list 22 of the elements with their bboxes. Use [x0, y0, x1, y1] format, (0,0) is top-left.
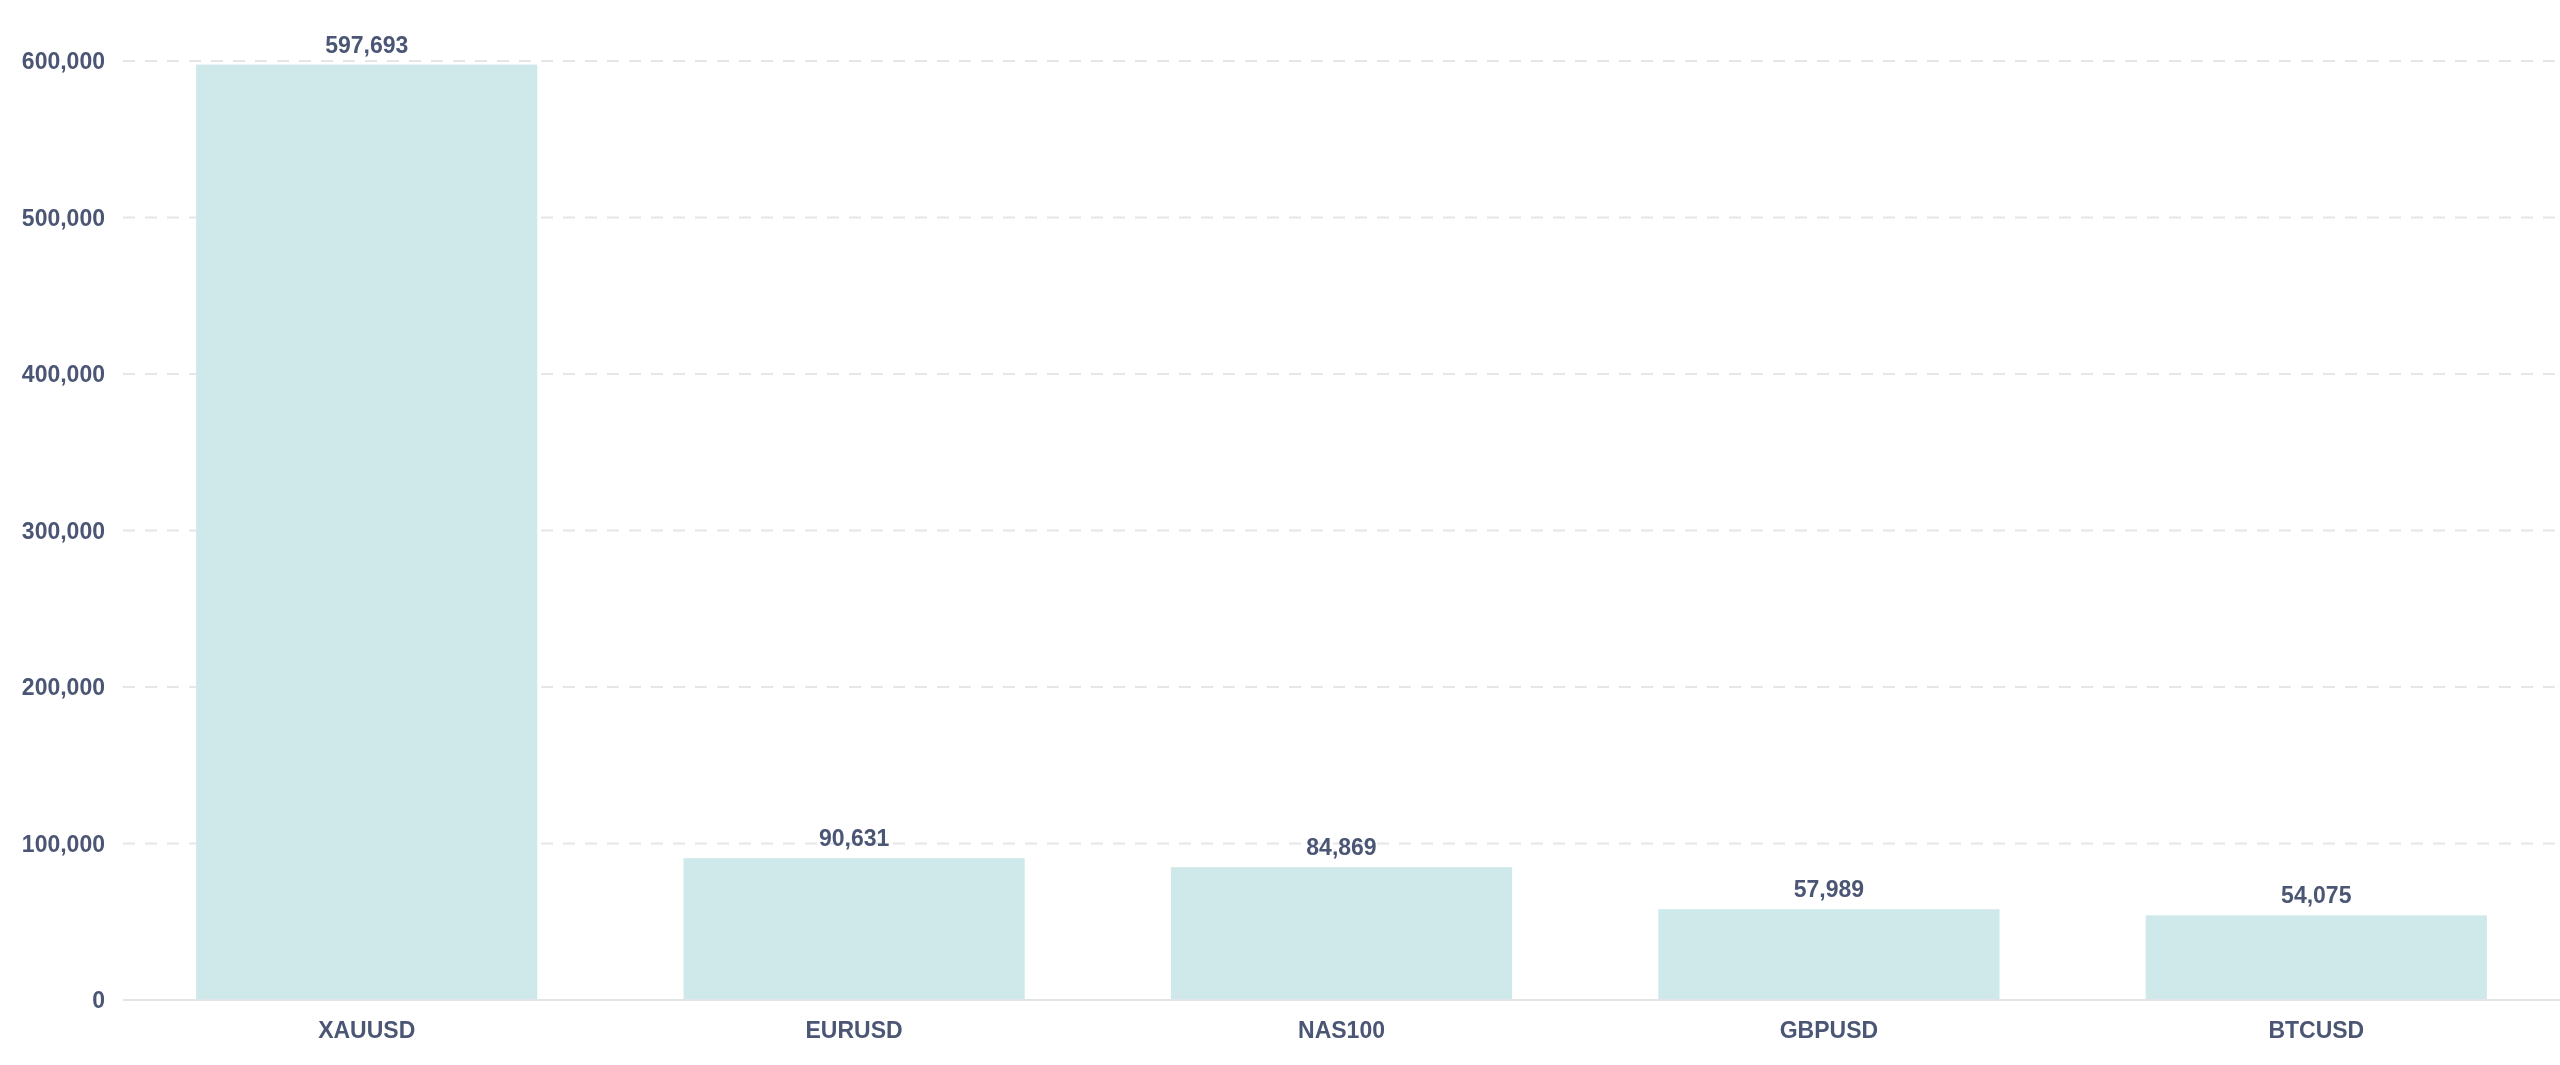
- y-tick-label: 200,000: [21, 674, 105, 701]
- bar: [196, 64, 538, 1000]
- y-tick-label: 600,000: [21, 48, 105, 75]
- x-tick-label: GBPUSD: [1779, 1017, 1879, 1044]
- bar: [2145, 915, 2487, 1000]
- data-label: 54,075: [2281, 882, 2352, 909]
- bar: [1170, 867, 1513, 1000]
- data-label: 57,989: [1793, 876, 1865, 903]
- x-tick-label: BTCUSD: [2268, 1017, 2365, 1044]
- data-label: 597,693: [325, 31, 409, 58]
- y-tick-label: 400,000: [21, 361, 105, 388]
- y-tick-label: 100,000: [21, 830, 105, 857]
- bar: [1658, 909, 2000, 1000]
- x-tick-label: XAUUSD: [318, 1017, 416, 1044]
- y-tick-label: 300,000: [21, 517, 105, 544]
- x-tick-label: NAS100: [1298, 1017, 1385, 1044]
- y-tick-label: 500,000: [21, 204, 105, 231]
- y-tick-label: 0: [92, 987, 105, 1014]
- data-label: 84,869: [1306, 834, 1377, 861]
- bar: [683, 858, 1025, 1000]
- x-tick-label: EURUSD: [805, 1017, 903, 1044]
- data-label: 90,631: [818, 825, 890, 852]
